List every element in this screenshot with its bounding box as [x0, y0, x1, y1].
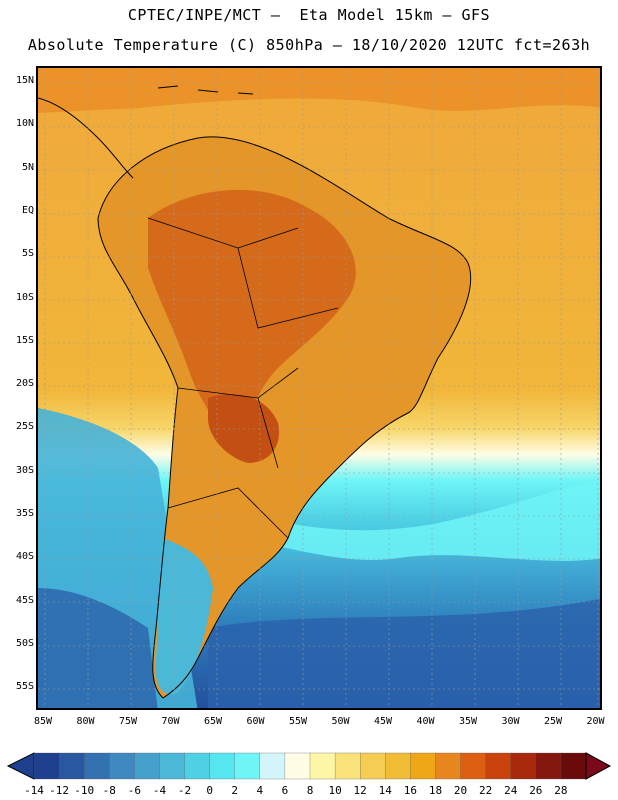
graticule [38, 68, 600, 708]
colorbar-tick-label: 10 [328, 784, 342, 797]
colorbar-tick-label: 6 [281, 784, 289, 797]
lon-label: 20W [586, 716, 605, 727]
temperature-map[interactable] [36, 66, 602, 710]
colorbar-tick-label: 4 [256, 784, 264, 797]
lon-label: 30W [501, 716, 520, 727]
colorbar-right-arrow [585, 752, 612, 780]
colorbar-tick-label: 2 [231, 784, 239, 797]
color-scale-bar [6, 752, 612, 780]
colorbar-swatch [184, 752, 211, 780]
lon-label: 50W [331, 716, 350, 727]
lon-label: 35W [458, 716, 478, 727]
colorbar-tick-label: 26 [529, 784, 543, 797]
colorbar-tick-label: -14 [24, 784, 44, 797]
header-title-line2: Absolute Temperature (C) 850hPa – 18/10/… [27, 36, 591, 54]
lat-label: 5S [21, 248, 34, 260]
colorbar-swatch [410, 752, 437, 780]
hottest-core [208, 394, 279, 463]
colorbar-swatch [58, 752, 85, 780]
colorbar-swatch [510, 752, 537, 780]
lon-label: 80W [76, 716, 95, 727]
lat-label: 20S [15, 378, 34, 390]
colorbar-tick-label: -10 [74, 784, 95, 797]
coastline [97, 136, 472, 699]
colorbar-swatch [460, 752, 487, 780]
cold-pacific-deep [38, 588, 158, 708]
colorbar-swatch [84, 752, 110, 780]
lat-label: 45S [15, 594, 34, 606]
colorbar-swatch [334, 752, 361, 780]
caribbean-islands [157, 85, 254, 95]
lat-label: 5N [21, 161, 34, 173]
colorbar-swatch [209, 752, 236, 780]
central-america [38, 97, 134, 179]
colorbar-swatch [284, 752, 311, 780]
lat-label: 35S [15, 508, 34, 519]
cyan-band [218, 478, 600, 561]
colorbar-swatch [109, 752, 136, 780]
colorbar-swatch [435, 752, 462, 780]
patagonia-cold [155, 538, 213, 695]
colorbar-swatch [560, 752, 587, 780]
deep-south-cold [208, 598, 600, 708]
lon-label: 45W [373, 716, 393, 727]
lat-label: EQ [21, 204, 34, 216]
colorbar-swatch [259, 752, 286, 780]
colorbar-swatch [33, 752, 60, 780]
colorbar-left-arrow [6, 752, 35, 780]
lon-label: 55W [288, 716, 308, 727]
colorbar-tick-label: -12 [49, 784, 70, 797]
lon-label: 25W [543, 716, 563, 727]
lon-label: 60W [246, 716, 265, 727]
colorbar-tick-label: 0 [206, 784, 213, 797]
colorbar-tick-label: 20 [453, 784, 468, 797]
colorbar-swatch [309, 752, 336, 780]
colorbar-tick-label: -6 [127, 784, 141, 797]
colorbar-tick-label: 16 [403, 784, 417, 797]
colorbar-tick-label: 8 [306, 784, 314, 797]
colorbar-swatch [485, 752, 512, 780]
colorbar-tick-label: -2 [177, 784, 192, 797]
map-canvas [38, 68, 600, 708]
hot-interior [148, 189, 356, 448]
header-title-line1: CPTEC/INPE/MCT – Eta Model 15km – GFS [127, 6, 491, 24]
lat-label: 10N [15, 118, 34, 130]
lat-label: 15N [15, 75, 34, 86]
lat-label: 15S [15, 334, 34, 346]
colorbar-tick-label: 22 [479, 784, 493, 797]
colorbar-tick-label: -4 [152, 784, 167, 797]
colorbar-tick-label: 28 [554, 784, 568, 797]
lat-label: 10S [15, 291, 34, 303]
colorbar-tick-label: -8 [102, 784, 116, 797]
lon-label: 65W [203, 716, 223, 727]
colorbar-swatch [134, 752, 161, 780]
lat-label: 30S [15, 464, 34, 476]
colorbar-tick-label: 14 [378, 784, 392, 797]
colorbar-swatch [535, 752, 562, 780]
lat-label: 40S [15, 551, 34, 563]
lon-label: 70W [161, 716, 180, 727]
colorbar-swatch [360, 752, 386, 780]
colorbar-tick-label: 24 [504, 784, 518, 797]
colorbar-swatch [234, 752, 261, 780]
colorbar-tick-label: 12 [353, 784, 367, 797]
lon-label: 40W [416, 716, 435, 727]
colorbar-swatch [159, 752, 186, 780]
lat-label: 55S [15, 681, 34, 693]
lat-label: 50S [15, 637, 34, 649]
lat-label: 25S [15, 421, 34, 433]
lon-label: 75W [118, 716, 138, 727]
lon-label: 85W [33, 716, 53, 727]
colorbar-swatch [385, 752, 412, 780]
warm-band-north [38, 68, 600, 113]
country-borders [147, 217, 339, 539]
colorbar-tick-label: 18 [428, 784, 443, 797]
